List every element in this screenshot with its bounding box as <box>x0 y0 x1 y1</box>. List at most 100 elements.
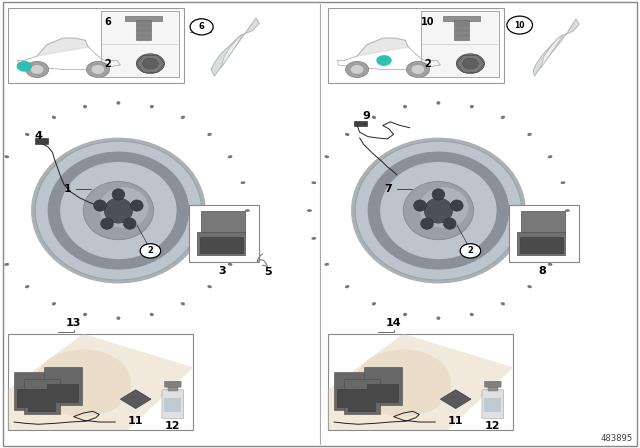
Text: 6: 6 <box>104 17 111 26</box>
FancyBboxPatch shape <box>520 237 563 253</box>
Ellipse shape <box>83 105 87 108</box>
Ellipse shape <box>4 263 9 266</box>
FancyBboxPatch shape <box>136 20 151 40</box>
Text: 1: 1 <box>63 184 71 194</box>
Ellipse shape <box>131 200 143 211</box>
Ellipse shape <box>104 198 132 223</box>
FancyBboxPatch shape <box>443 16 480 21</box>
FancyBboxPatch shape <box>47 384 79 403</box>
Ellipse shape <box>424 198 453 223</box>
Ellipse shape <box>241 237 245 240</box>
Ellipse shape <box>83 181 154 240</box>
Polygon shape <box>440 390 471 409</box>
Circle shape <box>35 349 131 417</box>
FancyBboxPatch shape <box>125 16 162 21</box>
Ellipse shape <box>324 263 329 266</box>
Polygon shape <box>8 334 193 430</box>
Ellipse shape <box>382 164 495 258</box>
Text: 10: 10 <box>515 21 525 30</box>
Ellipse shape <box>436 316 440 320</box>
FancyBboxPatch shape <box>521 211 565 234</box>
Ellipse shape <box>403 313 407 316</box>
Ellipse shape <box>420 218 433 229</box>
Ellipse shape <box>500 302 505 306</box>
Ellipse shape <box>527 133 532 136</box>
Text: 11: 11 <box>448 416 463 426</box>
Text: 6: 6 <box>198 22 205 31</box>
Ellipse shape <box>432 189 445 200</box>
FancyBboxPatch shape <box>482 390 504 418</box>
Ellipse shape <box>93 190 143 231</box>
FancyBboxPatch shape <box>17 388 49 408</box>
Ellipse shape <box>312 181 316 184</box>
Circle shape <box>136 54 164 73</box>
Ellipse shape <box>245 209 250 212</box>
Circle shape <box>412 65 424 74</box>
Ellipse shape <box>351 138 526 284</box>
Ellipse shape <box>355 141 522 280</box>
FancyBboxPatch shape <box>484 381 501 387</box>
Circle shape <box>26 61 49 78</box>
FancyBboxPatch shape <box>28 394 56 412</box>
Circle shape <box>86 61 109 78</box>
Circle shape <box>143 58 158 69</box>
Ellipse shape <box>73 172 164 249</box>
Ellipse shape <box>413 200 426 211</box>
Ellipse shape <box>527 285 532 288</box>
FancyBboxPatch shape <box>8 334 193 430</box>
Ellipse shape <box>31 138 206 284</box>
Ellipse shape <box>307 209 312 212</box>
Polygon shape <box>37 38 88 56</box>
Polygon shape <box>120 390 151 409</box>
Ellipse shape <box>99 187 148 228</box>
Ellipse shape <box>112 189 125 200</box>
Ellipse shape <box>345 285 349 288</box>
Circle shape <box>346 61 369 78</box>
FancyBboxPatch shape <box>201 211 245 234</box>
Circle shape <box>355 349 451 417</box>
FancyBboxPatch shape <box>454 20 469 40</box>
Ellipse shape <box>42 146 195 275</box>
Circle shape <box>190 19 213 35</box>
FancyBboxPatch shape <box>101 11 179 77</box>
Text: 10: 10 <box>420 17 435 26</box>
FancyBboxPatch shape <box>484 398 502 412</box>
Ellipse shape <box>124 218 136 229</box>
Ellipse shape <box>362 146 515 275</box>
Polygon shape <box>211 18 259 76</box>
FancyBboxPatch shape <box>200 237 243 253</box>
Ellipse shape <box>561 181 565 184</box>
FancyBboxPatch shape <box>328 8 504 83</box>
Ellipse shape <box>548 263 552 266</box>
Ellipse shape <box>424 198 452 223</box>
Ellipse shape <box>312 237 316 240</box>
FancyBboxPatch shape <box>367 384 399 403</box>
Ellipse shape <box>241 181 245 184</box>
Circle shape <box>406 61 429 78</box>
FancyBboxPatch shape <box>8 8 184 83</box>
Ellipse shape <box>35 141 202 280</box>
Ellipse shape <box>62 164 175 258</box>
Ellipse shape <box>180 302 185 306</box>
Ellipse shape <box>403 181 474 240</box>
Circle shape <box>351 65 364 74</box>
Text: 5: 5 <box>264 267 271 277</box>
Ellipse shape <box>500 116 505 119</box>
Ellipse shape <box>372 116 376 119</box>
FancyBboxPatch shape <box>509 205 579 262</box>
Ellipse shape <box>150 313 154 316</box>
Polygon shape <box>357 38 408 56</box>
Circle shape <box>460 244 481 258</box>
Ellipse shape <box>104 198 133 223</box>
Text: 2: 2 <box>467 246 474 255</box>
Ellipse shape <box>372 302 376 306</box>
Ellipse shape <box>25 285 29 288</box>
Ellipse shape <box>52 116 56 119</box>
FancyBboxPatch shape <box>354 121 367 126</box>
FancyBboxPatch shape <box>14 372 52 410</box>
Circle shape <box>17 61 32 72</box>
Ellipse shape <box>207 285 212 288</box>
Ellipse shape <box>60 162 177 259</box>
Ellipse shape <box>470 105 474 108</box>
Ellipse shape <box>561 237 565 240</box>
